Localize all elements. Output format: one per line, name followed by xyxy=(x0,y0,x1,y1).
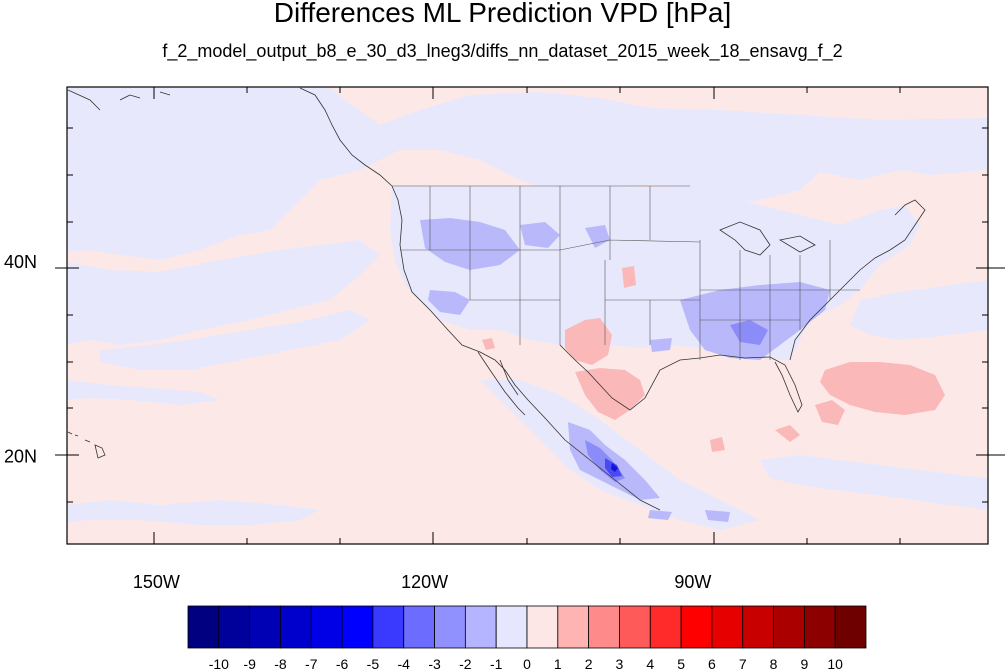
colorbar-swatch xyxy=(403,605,435,649)
colorbar-label: 1 xyxy=(554,656,562,672)
minor-ticks xyxy=(67,87,988,544)
field-positive xyxy=(482,266,945,452)
colorbar-label: 7 xyxy=(739,656,747,672)
longitude-labels: 150W 120W 90W xyxy=(133,572,712,592)
colorbar-swatch xyxy=(187,605,220,649)
colorbar-swatch xyxy=(773,605,805,649)
colorbar-label: 0 xyxy=(523,656,531,672)
field-negative xyxy=(420,218,830,522)
map-plot-area xyxy=(67,87,988,544)
colorbar-label: -3 xyxy=(428,656,441,672)
colorbar-swatch xyxy=(372,605,405,649)
colorbar-swatch xyxy=(588,605,620,649)
colorbar-swatch xyxy=(526,605,559,649)
colorbar-swatch xyxy=(280,605,312,649)
map-frame xyxy=(66,86,989,545)
colorbar-label: -4 xyxy=(398,656,411,672)
colorbar-label: 5 xyxy=(677,656,685,672)
colorbar-swatch xyxy=(249,605,281,649)
colorbar-swatch xyxy=(557,605,590,649)
colorbar-label: -9 xyxy=(243,656,256,672)
colorbar-label: -1 xyxy=(490,656,503,672)
colorbar-swatch xyxy=(495,605,528,649)
colorbar-swatch xyxy=(434,605,466,649)
colorbar-swatch xyxy=(218,605,251,649)
lat-tick-label: 20N xyxy=(4,446,37,466)
colorbar-label: 2 xyxy=(585,656,593,672)
coastlines xyxy=(67,87,926,511)
map-title: Differences ML Prediction VPD [hPa] xyxy=(273,0,732,28)
colorbar-swatch xyxy=(803,605,836,649)
colorbar-label: 6 xyxy=(708,656,716,672)
colorbar-label: -10 xyxy=(209,656,229,672)
colorbar-swatch xyxy=(464,605,497,649)
lon-tick-label: 90W xyxy=(674,572,711,592)
colorbar: -10 -9 -8 -7 -6 -5 -4 -3 -2 -1 0 1 2 3 4 5 6 7 8 9 10 xyxy=(187,605,867,672)
colorbar-label: -7 xyxy=(305,656,318,672)
colorbar-label: -8 xyxy=(274,656,287,672)
lat-tick-label: 40N xyxy=(4,252,37,272)
lon-tick-label: 150W xyxy=(133,572,180,592)
colorbar-label: -2 xyxy=(459,656,472,672)
colorbar-label: 8 xyxy=(770,656,778,672)
lon-tick-label: 120W xyxy=(401,572,448,592)
colorbar-label: -5 xyxy=(367,656,380,672)
latitude-labels: 40N 20N xyxy=(4,252,37,466)
colorbar-label: 10 xyxy=(827,656,843,672)
colorbar-swatch xyxy=(310,605,343,649)
colorbar-swatch xyxy=(742,605,774,649)
colorbar-swatch xyxy=(341,605,374,649)
colorbar-label: -6 xyxy=(336,656,349,672)
colorbar-label: 4 xyxy=(646,656,654,672)
colorbar-swatch xyxy=(649,605,682,649)
colorbar-swatch xyxy=(834,605,867,649)
colorbar-swatch xyxy=(619,605,651,649)
colorbar-swatch xyxy=(680,605,713,649)
field-strong-negative xyxy=(585,320,768,482)
colorbar-label: 3 xyxy=(616,656,624,672)
colorbar-label: 9 xyxy=(800,656,808,672)
colorbar-swatch xyxy=(711,605,744,649)
state-boundaries xyxy=(392,185,860,360)
map-subtitle: f_2_model_output_b8_e_30_d3_lneg3/diffs_… xyxy=(162,41,843,61)
